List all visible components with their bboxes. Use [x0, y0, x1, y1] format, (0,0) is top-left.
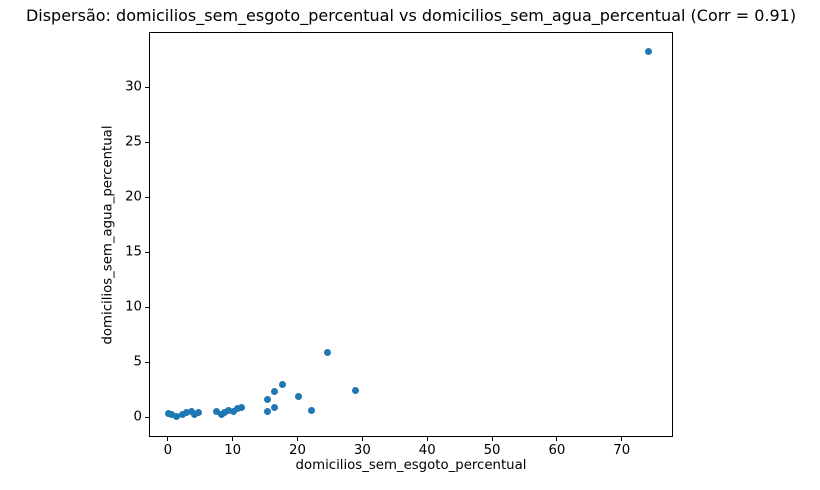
- data-point: [270, 403, 278, 411]
- y-tick-label: 25: [125, 134, 142, 150]
- data-point: [212, 408, 220, 416]
- x-tick-mark: [426, 437, 428, 441]
- x-tick-label: 20: [289, 443, 306, 458]
- data-point: [279, 380, 287, 388]
- x-tick-mark: [491, 437, 493, 441]
- y-tick-mark: [145, 416, 149, 418]
- x-tick-label: 70: [613, 443, 631, 458]
- plot-area: [149, 32, 673, 437]
- data-point: [195, 409, 203, 417]
- x-tick-mark: [297, 437, 298, 441]
- x-tick-label: 0: [163, 443, 173, 458]
- data-point: [233, 404, 241, 412]
- y-tick-mark: [145, 86, 149, 88]
- data-point: [190, 411, 198, 419]
- x-tick-mark: [556, 437, 558, 441]
- x-tick-label: 40: [418, 443, 436, 458]
- y-tick-mark: [145, 196, 149, 198]
- data-point: [323, 348, 331, 356]
- y-axis-label: domicilios_sem_agua_percentual: [100, 125, 116, 345]
- data-point: [270, 388, 278, 396]
- data-point: [295, 392, 303, 400]
- data-point: [187, 407, 195, 415]
- y-tick-label: 15: [125, 244, 142, 260]
- chart-title: Dispersão: domicilios_sem_esgoto_percent…: [25, 6, 797, 25]
- y-tick-label: 20: [125, 189, 142, 205]
- x-tick-mark: [361, 437, 363, 441]
- data-point: [173, 412, 181, 420]
- x-tick-label: 10: [224, 443, 242, 458]
- data-point: [644, 48, 652, 56]
- x-tick-mark: [621, 437, 623, 441]
- y-tick-label: 30: [125, 79, 142, 95]
- data-point: [183, 409, 191, 417]
- y-tick-label: 0: [133, 409, 142, 425]
- data-point: [178, 411, 186, 419]
- y-tick-label: 5: [133, 354, 142, 370]
- x-tick-mark: [232, 437, 234, 441]
- data-point: [264, 408, 272, 416]
- x-tick-mark: [167, 437, 169, 441]
- y-tick-mark: [145, 141, 149, 143]
- y-tick-mark: [145, 251, 149, 253]
- data-point: [308, 406, 316, 414]
- data-point: [264, 396, 272, 404]
- x-axis-label: domicilios_sem_esgoto_percentual: [295, 458, 527, 473]
- x-tick-label: 60: [548, 443, 566, 458]
- y-tick-mark: [145, 306, 149, 308]
- y-tick-label: 10: [125, 299, 142, 315]
- data-point: [229, 407, 237, 415]
- data-point: [238, 403, 246, 411]
- x-tick-label: 30: [353, 443, 371, 458]
- data-point: [168, 411, 176, 419]
- data-point: [352, 387, 360, 395]
- x-tick-label: 50: [483, 443, 501, 458]
- y-tick-mark: [145, 361, 149, 363]
- data-point: [224, 406, 232, 414]
